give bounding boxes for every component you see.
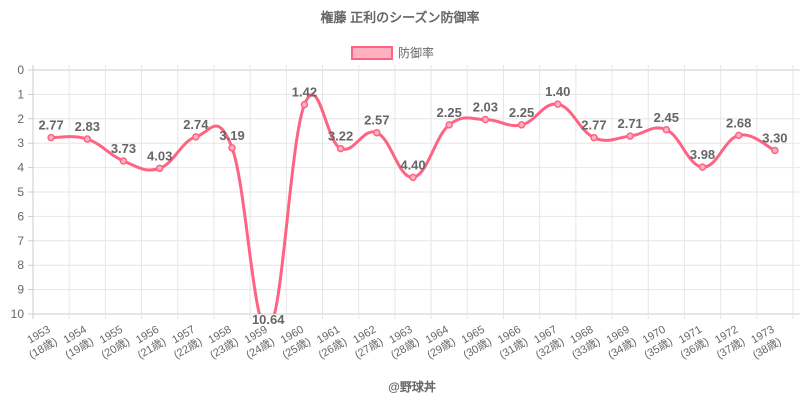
x-tick-label: 1966(31歳)	[496, 324, 530, 362]
chart-title: 権藤 正利のシーズン防御率	[321, 10, 480, 25]
x-tick-label: 1953(18歳)	[25, 324, 59, 362]
data-point[interactable]	[155, 164, 164, 173]
data-value-label: 2.71	[617, 116, 642, 131]
data-value-label: 2.03	[473, 100, 498, 115]
data-value-label: 2.57	[364, 113, 389, 128]
data-point[interactable]	[554, 100, 562, 108]
y-tick-label: 4	[17, 161, 24, 175]
y-tick-label: 0	[17, 63, 24, 77]
x-tick-label: 1972(37歳)	[713, 324, 747, 362]
data-point[interactable]	[409, 173, 417, 182]
data-point[interactable]	[626, 132, 634, 140]
x-tick-label: 1963(28歳)	[387, 324, 421, 362]
data-value-label: 2.68	[726, 115, 751, 130]
data-point[interactable]	[373, 128, 381, 137]
data-point[interactable]	[698, 163, 707, 171]
data-value-label: 4.03	[147, 148, 172, 163]
y-tick-label: 2	[17, 112, 24, 126]
data-point[interactable]	[192, 133, 200, 141]
footer-credit: @野球丼	[388, 379, 436, 394]
data-point[interactable]	[662, 126, 671, 134]
data-value-label: 2.25	[437, 105, 462, 120]
y-tick-label: 7	[17, 234, 24, 248]
data-point[interactable]	[83, 135, 92, 143]
data-point[interactable]	[771, 146, 779, 155]
data-value-label: 10.64	[252, 312, 285, 327]
data-value-label: 2.77	[38, 118, 63, 133]
data-point[interactable]	[590, 133, 598, 142]
y-tick-label: 1	[17, 87, 24, 101]
data-value-label: 2.45	[654, 110, 679, 125]
data-value-label: 3.98	[690, 147, 715, 162]
y-tick-label: 6	[17, 209, 24, 223]
data-value-label: 3.22	[328, 129, 353, 144]
x-tick-label: 1970(35歳)	[641, 324, 675, 362]
data-value-label: 2.74	[183, 117, 209, 132]
y-tick-label: 9	[17, 283, 24, 297]
data-value-label: 1.42	[292, 85, 317, 100]
x-tick-label: 1969(34歳)	[604, 324, 638, 362]
data-point[interactable]	[47, 133, 55, 142]
y-tick-label: 10	[11, 307, 25, 321]
x-tick-label: 1961(26歳)	[315, 324, 349, 362]
data-point[interactable]	[445, 121, 453, 129]
data-value-label: 2.77	[581, 118, 606, 133]
x-tick-label: 1967(32歳)	[532, 324, 566, 362]
data-point[interactable]	[517, 121, 526, 129]
x-tick-label: 1964(29歳)	[423, 324, 457, 362]
data-value-label: 2.25	[509, 105, 534, 120]
data-point[interactable]	[336, 144, 345, 153]
data-value-label: 1.40	[545, 84, 570, 99]
y-tick-label: 8	[17, 258, 24, 272]
x-tick-label: 1959(24歳)	[243, 324, 277, 362]
legend[interactable]: 防御率	[351, 45, 434, 60]
x-tick-label: 1954(19歳)	[62, 324, 96, 362]
x-tick-label: 1973(38歳)	[749, 324, 783, 362]
data-value-label: 3.30	[762, 131, 787, 146]
data-point[interactable]	[481, 115, 490, 124]
y-tick-label: 5	[17, 185, 24, 199]
y-tick-label: 3	[17, 136, 24, 150]
legend-label: 防御率	[398, 45, 434, 60]
data-value-label: 4.40	[400, 157, 425, 172]
data-value-label: 3.73	[111, 141, 136, 156]
data-value-label: 3.19	[219, 128, 244, 143]
data-point[interactable]	[119, 157, 128, 165]
x-tick-label: 1957(22歳)	[170, 324, 204, 362]
x-tick-label: 1955(20歳)	[98, 324, 132, 362]
x-tick-label: 1958(23歳)	[206, 324, 240, 362]
data-value-label: 2.83	[75, 119, 100, 134]
x-tick-label: 1960(25歳)	[279, 324, 313, 362]
x-tick-label: 1962(27歳)	[351, 324, 385, 362]
data-point[interactable]	[734, 131, 743, 140]
legend-swatch	[351, 46, 393, 60]
x-tick-label: 1956(21歳)	[134, 324, 168, 362]
data-point[interactable]	[228, 144, 236, 152]
data-point[interactable]	[300, 100, 309, 109]
x-tick-label: 1971(36歳)	[677, 324, 711, 362]
x-tick-label: 1965(30歳)	[460, 324, 494, 362]
x-tick-label: 1968(33歳)	[568, 324, 602, 362]
